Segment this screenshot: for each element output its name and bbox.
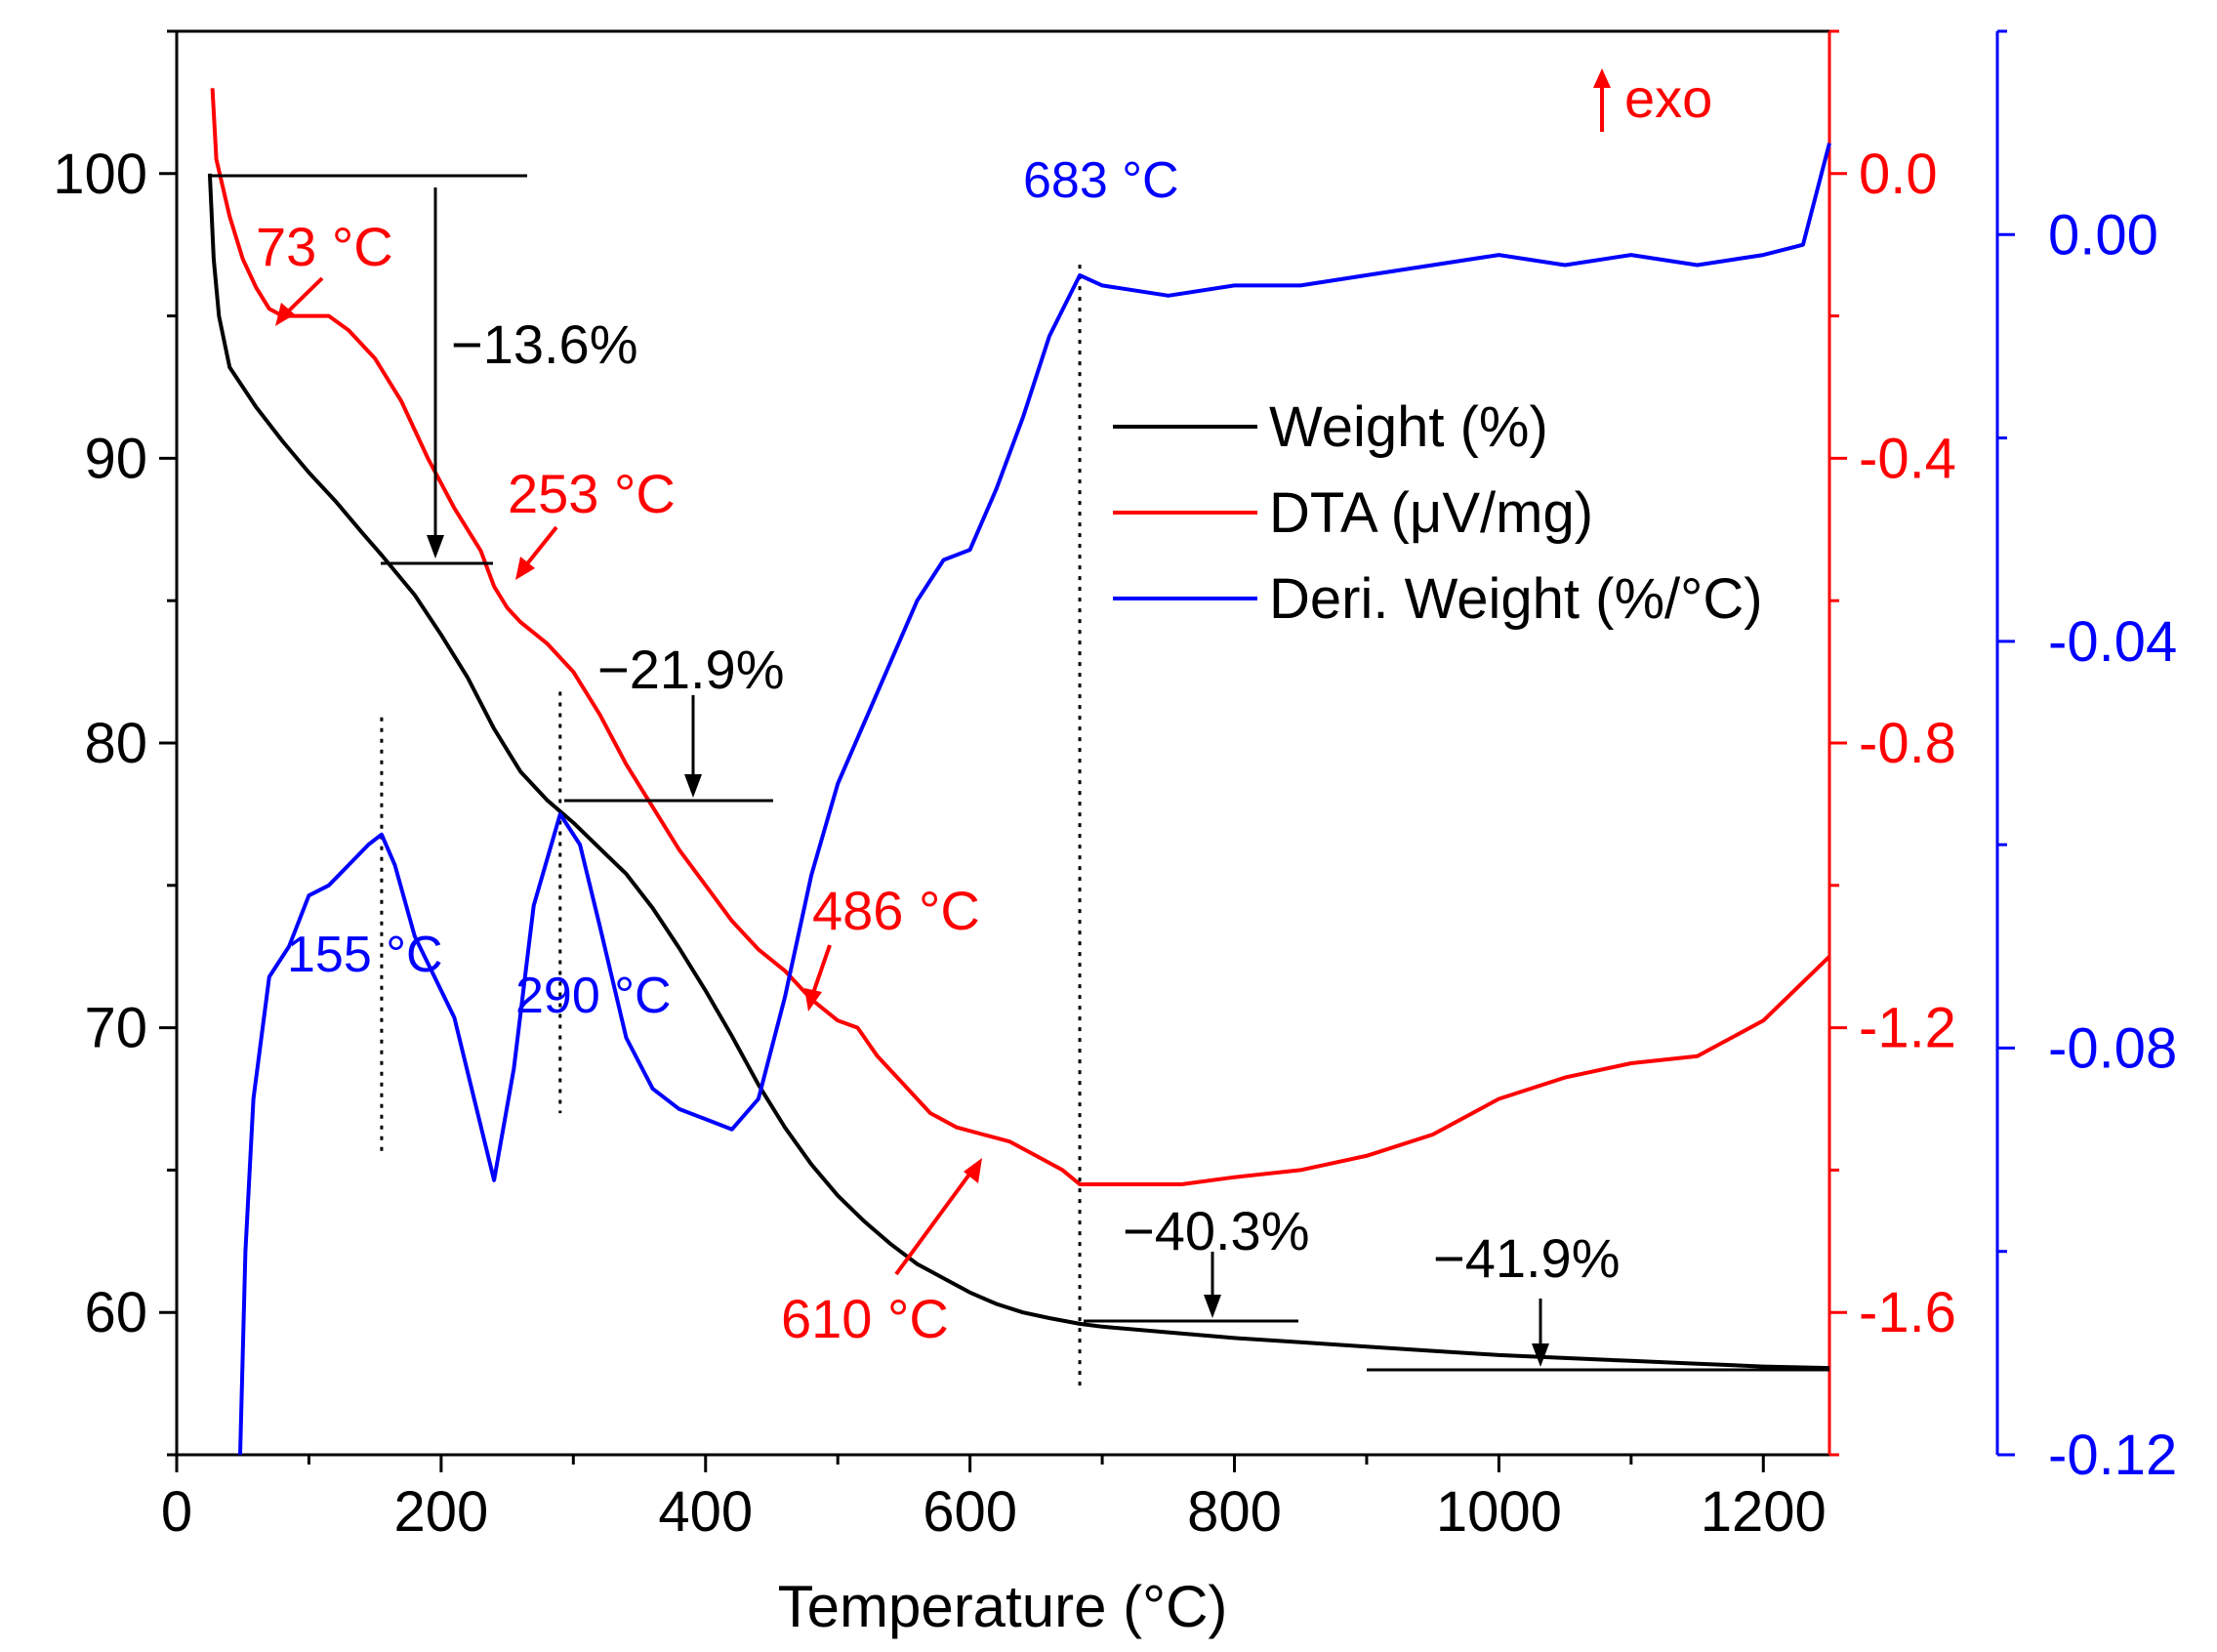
y-dta-tick-label: -0.8 [1859, 712, 1956, 775]
weight-series-line [207, 173, 1830, 1371]
dta-peak-486-arrow-icon [804, 988, 822, 1012]
mass-loss-annotations: −13.6% −21.9% −40.3% −41.9% [210, 174, 1829, 1372]
y-deriv-tick-label: 0.00 [2048, 203, 2158, 267]
mass-loss-2: −21.9% [597, 639, 785, 700]
mass-loss-4: −41.9% [1433, 1227, 1621, 1289]
legend: Weight (%) DTA (μV/mg) Deri. Weight (%/°… [1113, 395, 1763, 631]
deriv-peak-annotations: 155 °C 290 °C 683 °C [287, 152, 1179, 1024]
y-left-tick-label: 100 [53, 143, 147, 206]
legend-label-weight: Weight (%) [1269, 395, 1548, 459]
deriv-peak-683: 683 °C [1023, 152, 1179, 209]
dta-peak-annotations: 73 °C 253 °C 486 °C 610 °C [256, 216, 982, 1349]
dta-peak-253: 253 °C [508, 463, 676, 524]
axis-ticks [159, 29, 2015, 1472]
mass-loss-3: −40.3% [1123, 1200, 1310, 1261]
x-tick-label: 200 [393, 1480, 488, 1544]
legend-label-dta: DTA (μV/mg) [1269, 481, 1593, 545]
exo-arrow-icon [1593, 68, 1611, 88]
y-dta-tick-label: -0.4 [1859, 427, 1956, 490]
data-series [207, 88, 1831, 1456]
dta-peak-610-arrow-icon [964, 1158, 982, 1183]
y-dta-tick-label: -1.2 [1859, 997, 1956, 1060]
y-deriv-tick-label: -0.04 [2048, 610, 2177, 674]
x-tick-label: 1000 [1436, 1480, 1562, 1544]
y-deriv-tick-label: -0.08 [2048, 1016, 2177, 1080]
dta-peak-486: 486 °C [812, 880, 980, 941]
exo-label: exo [1624, 67, 1712, 129]
y-left-tick-label: 90 [84, 427, 147, 490]
deriv-peak-155: 155 °C [287, 927, 443, 983]
step1-arrow-icon [427, 535, 444, 558]
dta-peak-73-arrow-icon [275, 303, 295, 326]
step2-arrow-icon [684, 774, 702, 798]
y-deriv-tick-label: -0.12 [2048, 1424, 2177, 1487]
x-tick-label: 800 [1187, 1480, 1282, 1544]
y-left-tick-label: 60 [84, 1281, 147, 1344]
dta-peak-486-arrow-shaft [810, 944, 832, 997]
dta-peak-610: 610 °C [781, 1288, 949, 1349]
peak-guide-lines [380, 265, 1082, 1389]
step3-arrow-icon [1204, 1295, 1221, 1318]
y-left-tick-label: 70 [84, 997, 147, 1060]
deriv-peak-290: 290 °C [515, 968, 672, 1024]
y-left-tick-label: 80 [84, 712, 147, 775]
dta-peak-253-arrow-icon [515, 557, 535, 580]
y-dta-tick-label: -1.6 [1859, 1281, 1956, 1344]
y-dta-tick-label: 0.0 [1859, 143, 1938, 206]
x-tick-label: 0 [161, 1480, 192, 1544]
dta-peak-253-arrow-shaft [523, 525, 558, 568]
dta-peak-73: 73 °C [256, 216, 393, 277]
dta-series-line [210, 88, 1831, 1186]
step4-arrow-icon [1532, 1343, 1549, 1367]
mass-loss-1: −13.6% [451, 313, 638, 375]
x-tick-label: 400 [658, 1480, 753, 1544]
deriv-weight-series-line [238, 143, 1831, 1456]
dta-peak-73-arrow-shaft [283, 276, 324, 316]
x-tick-label: 1200 [1701, 1480, 1827, 1544]
x-axis-title: Temperature (°C) [778, 1574, 1228, 1639]
dta-peak-610-arrow-shaft [894, 1170, 973, 1276]
legend-label-deriv: Deri. Weight (%/°C) [1269, 567, 1763, 631]
axis-tick-labels: 0 200 400 600 800 1000 1200 60 70 80 90 100 -1.6 -1.2… [53, 143, 2177, 1544]
x-tick-label: 600 [923, 1480, 1017, 1544]
